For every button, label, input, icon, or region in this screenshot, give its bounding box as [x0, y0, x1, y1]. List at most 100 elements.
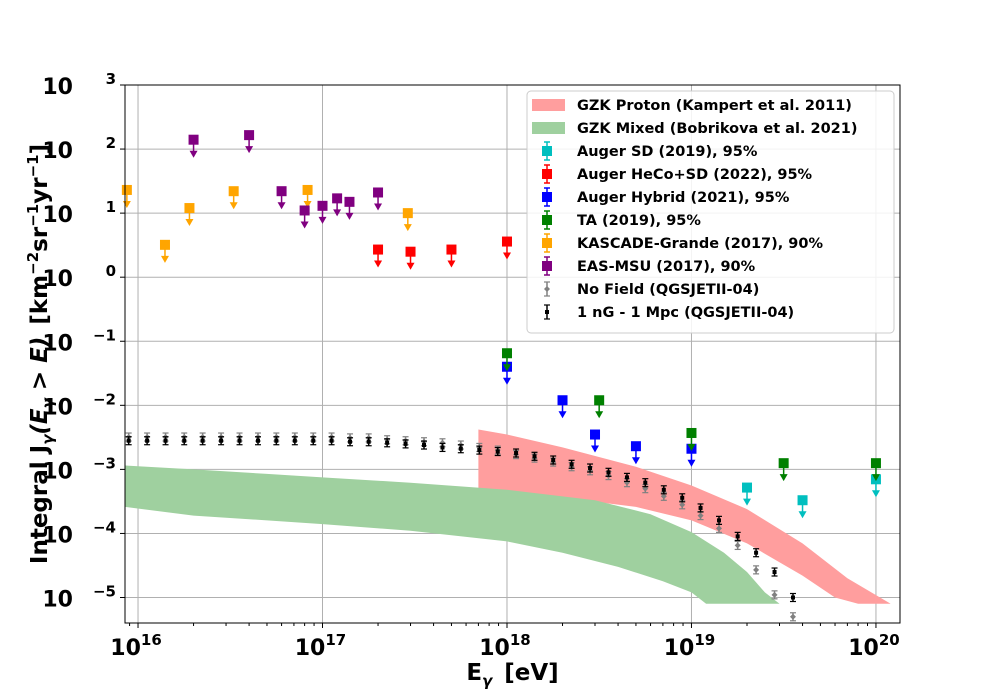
limit-arrow: [333, 209, 342, 217]
limit-arrow: [779, 474, 788, 482]
point-marker: [551, 458, 556, 463]
legend-marker: [542, 238, 552, 248]
legend-entry: KASCADE-Grande (2017), 90%: [542, 233, 823, 253]
point-marker: [717, 518, 722, 523]
point-marker: [237, 438, 242, 443]
legend-entry: No Field (QGSJETII-04): [544, 281, 759, 298]
gzk-proton-band: [478, 429, 891, 604]
legend-label: Auger HeCo+SD (2022), 95%: [577, 167, 813, 183]
legend-entry: GZK Proton (Kampert et al. 2011): [532, 98, 852, 114]
limit-arrow: [871, 474, 880, 482]
y-tick-label: 10 −1: [42, 326, 116, 356]
limit-arrow: [300, 221, 309, 229]
limit-arrow: [160, 255, 169, 263]
point-marker: [679, 501, 686, 508]
plot-frame: [124, 84, 901, 624]
limit-arrow: [245, 146, 254, 154]
point-marker: [532, 454, 537, 459]
series-0: [742, 474, 881, 519]
legend-label: Auger SD (2019), 95%: [577, 144, 758, 160]
point-marker: [716, 525, 723, 532]
series-7: [125, 436, 796, 603]
y-tick-label: 10 2: [42, 134, 116, 164]
legend-marker: [542, 169, 552, 179]
legend-entry: TA (2019), 95%: [542, 210, 701, 230]
point-marker: [754, 550, 759, 555]
y-tick-label: 10 1: [42, 198, 116, 228]
point-marker: [698, 505, 703, 510]
limit-arrow: [687, 459, 696, 467]
legend-marker: [542, 146, 552, 156]
legend-label: No Field (QGSJETII-04): [577, 282, 759, 298]
point-marker: [366, 439, 371, 444]
limit-arrow: [687, 443, 696, 451]
point-marker: [255, 438, 260, 443]
x-tick-label: 1017: [295, 631, 347, 661]
legend-entry: Auger Hybrid (2021), 95%: [542, 187, 790, 207]
limit-arrow: [374, 260, 383, 268]
legend-label: Auger Hybrid (2021), 95%: [577, 190, 790, 206]
x-tick-label: 1016: [110, 631, 162, 661]
point-marker: [440, 445, 445, 450]
y-tick-label: 10 0: [42, 262, 116, 292]
limit-arrow: [447, 260, 456, 268]
series-3: [501, 348, 881, 482]
legend-marker: [542, 192, 552, 202]
limit-arrow: [798, 511, 807, 519]
y-tick-label: 10 −4: [42, 518, 116, 548]
x-axis-title: Eγ [eV]: [466, 660, 558, 690]
legend-entry: Auger HeCo+SD (2022), 95%: [542, 164, 813, 184]
series-5: [188, 130, 384, 229]
point-marker: [643, 480, 648, 485]
legend-label: GZK Proton (Kampert et al. 2011): [577, 98, 852, 114]
legend-swatch: [532, 122, 565, 134]
limit-arrow: [403, 224, 412, 232]
limit-arrow: [502, 252, 511, 260]
y-tick-label: 10 −5: [42, 583, 116, 613]
limit-arrow: [595, 411, 604, 419]
point-marker: [624, 475, 629, 480]
limit-arrow: [229, 202, 238, 210]
legend-label: 1 nG - 1 Mpc (QGSJETII-04): [577, 305, 794, 321]
limit-arrow: [345, 212, 354, 220]
legend-label: GZK Mixed (Bobrikova et al. 2021): [577, 121, 857, 137]
axis-ticks: 1016 1017 1018 1019 1020 10−5 10−4 10−3 10−2 10−1…: [42, 70, 899, 661]
legend-label: TA (2019), 95%: [577, 213, 701, 229]
legend-entry: 1 nG - 1 Mpc (QGSJETII-04): [544, 304, 794, 321]
point-marker: [348, 439, 353, 444]
point-marker: [661, 487, 666, 492]
series: [121, 130, 881, 622]
legend-box: [526, 90, 895, 334]
x-tick-label: 1020: [848, 631, 900, 661]
point-marker: [734, 542, 741, 549]
point-marker: [569, 462, 574, 467]
point-marker: [790, 595, 795, 600]
point-marker: [182, 438, 187, 443]
point-marker: [274, 438, 279, 443]
legend-entry: EAS-MSU (2017), 90%: [542, 256, 756, 276]
y-tick-label: 10 −3: [42, 454, 116, 484]
x-tick-label: 1018: [479, 631, 530, 661]
point-marker: [329, 438, 334, 443]
limit-arrow: [502, 377, 511, 385]
point-marker: [735, 534, 740, 539]
limit-arrow: [743, 498, 752, 506]
legend-entry: GZK Mixed (Bobrikova et al. 2021): [532, 121, 857, 137]
point-marker: [200, 438, 205, 443]
point-marker: [385, 440, 390, 445]
y-tick-label: 10 3: [42, 70, 116, 100]
point-marker: [789, 613, 796, 620]
limit-arrow: [122, 200, 131, 208]
point-marker: [680, 495, 685, 500]
limit-arrow: [591, 445, 600, 453]
legend-label: EAS-MSU (2017), 90%: [577, 259, 756, 275]
point-marker: [772, 570, 777, 575]
point-marker: [439, 439, 446, 446]
limit-arrow: [303, 200, 312, 208]
bands: [125, 429, 891, 604]
legend-swatch: [532, 99, 565, 111]
x-tick-label: 1019: [664, 631, 716, 661]
point-marker: [477, 448, 482, 453]
limit-arrow: [318, 216, 327, 224]
legend-entry: Auger SD (2019), 95%: [542, 141, 758, 161]
